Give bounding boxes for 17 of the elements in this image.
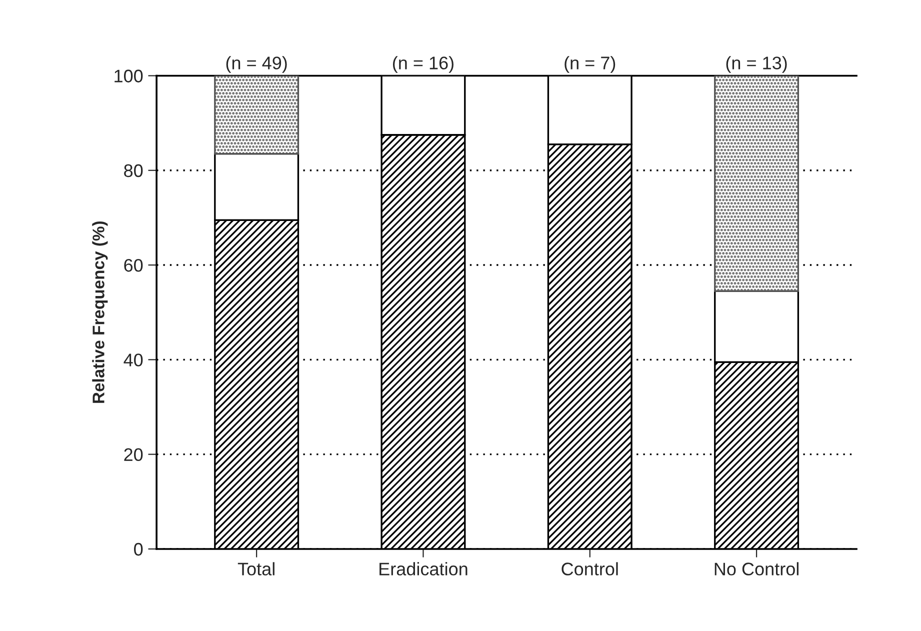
bar xyxy=(714,76,800,292)
x-tick-label: Control xyxy=(562,562,618,576)
y-tick-label: 0 xyxy=(134,542,143,556)
annotation: (n = 16) xyxy=(392,56,454,73)
y-tick-label: 20 xyxy=(124,448,143,462)
y-axis-title: Relative Frequency (%) xyxy=(92,221,108,403)
annotation: (n = 7) xyxy=(564,56,616,73)
x-tick-label: No Control xyxy=(714,562,798,576)
x-tick-label: Eradication xyxy=(380,562,468,576)
annotation: (n = 49) xyxy=(226,56,287,73)
bar xyxy=(214,76,300,155)
y-tick-label: 40 xyxy=(124,354,143,366)
y-tick-label: 80 xyxy=(124,164,143,178)
y-tick-label: 60 xyxy=(124,258,143,272)
annotation: (n = 13) xyxy=(726,56,787,73)
y-tick-label: 100 xyxy=(114,70,143,82)
x-tick-label: Total xyxy=(238,562,274,576)
